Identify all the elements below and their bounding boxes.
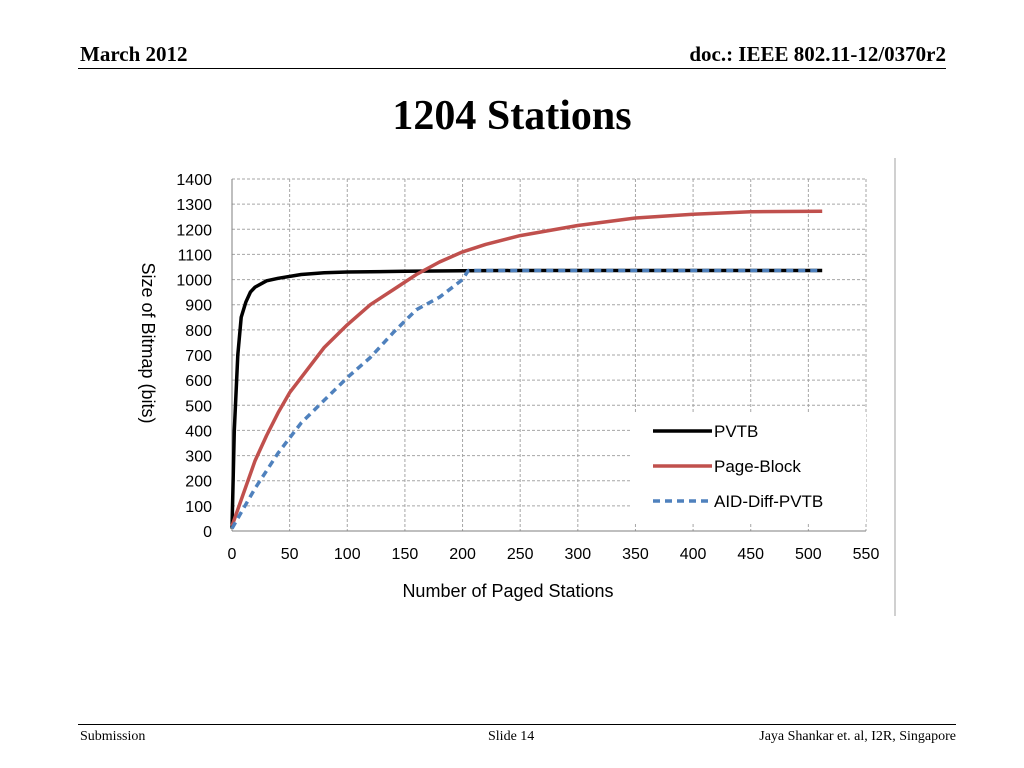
y-tick-label: 600 (185, 373, 212, 390)
x-tick-label: 250 (507, 546, 534, 563)
chart-container: 0 100 200 300 400 500 600 700 800 900 1000 1100 1200… (132, 158, 898, 616)
y-tick-label: 300 (185, 449, 212, 466)
header-rule (78, 68, 946, 69)
footer-slide-number: Slide 14 (488, 729, 535, 744)
bitmap-size-chart: 0100200300400500600700800900100011001200… (138, 172, 880, 601)
chart-border (894, 158, 896, 616)
x-tick-label: 350 (622, 546, 649, 563)
x-tick-label: 450 (737, 546, 764, 563)
header-date: March 2012 (80, 42, 188, 66)
series-line-pvtb (230, 268, 823, 529)
x-tick-label: 50 (281, 546, 299, 563)
x-tick-label: 150 (392, 546, 419, 563)
x-tick-label: 550 (853, 546, 880, 563)
legend-label-aid-diff-pvtb: AID-Diff-PVTB (714, 492, 823, 511)
footer-submission: Submission (80, 729, 146, 744)
legend-label-page-block: Page-Block (714, 457, 801, 476)
footer-authors: Jaya Shankar et. al, I2R, Singapore (759, 729, 956, 744)
x-tick-label: 200 (449, 546, 476, 563)
x-tick-label: 400 (680, 546, 707, 563)
header-doc-id: doc.: IEEE 802.11-12/0370r2 (689, 42, 946, 66)
y-tick-label: 800 (185, 323, 212, 340)
y-tick-label: 1200 (176, 222, 212, 239)
x-axis-title: Number of Paged Stations (402, 581, 613, 601)
y-tick-label: 1100 (178, 247, 213, 264)
y-tick-label: 1300 (176, 197, 212, 214)
x-tick-label: 0 (228, 546, 237, 563)
y-tick-label: 200 (185, 474, 212, 491)
y-tick-label: 1000 (176, 273, 212, 290)
series-line-page-block (230, 209, 823, 527)
y-tick-label: 0 (203, 524, 212, 541)
y-tick-label: 400 (185, 423, 212, 440)
x-tick-label: 100 (334, 546, 361, 563)
y-axis-title: Size of Bitmap (bits) (138, 262, 158, 423)
y-tick-label: 700 (185, 348, 212, 365)
x-tick-label: 500 (795, 546, 822, 563)
y-tick-label: 100 (185, 499, 212, 516)
y-tick-label: 900 (185, 298, 212, 315)
y-tick-label: 500 (185, 398, 212, 415)
slide-title: 1204 Stations (392, 93, 632, 139)
series-line-aid-diff-pvtb (230, 268, 823, 530)
legend-label-pvtb: PVTB (714, 422, 758, 441)
footer-rule (78, 724, 956, 725)
x-tick-label: 300 (564, 546, 591, 563)
y-tick-label: 1400 (176, 172, 212, 189)
